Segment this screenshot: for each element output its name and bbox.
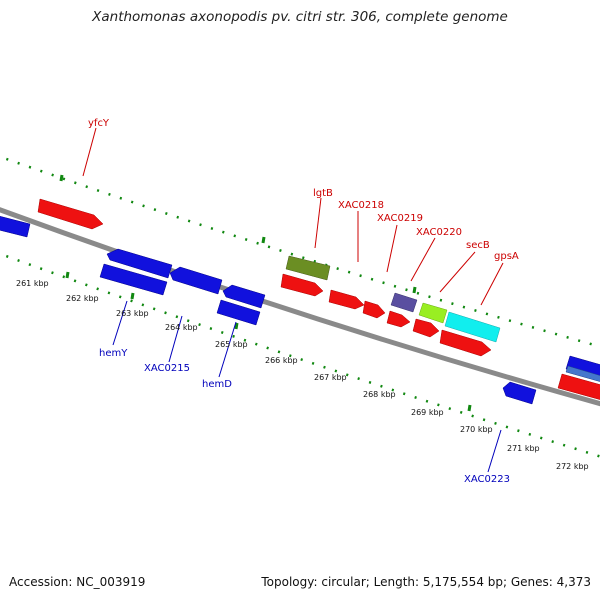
label-XAC0218[interactable]: XAC0218 [338, 200, 384, 211]
label-XAC0219[interactable]: XAC0219 [377, 213, 423, 224]
gene-steel-right[interactable] [565, 365, 600, 383]
scale-269: 269 kbp [411, 408, 444, 417]
gene-secB[interactable] [412, 318, 440, 338]
forward-strand-genes [37, 198, 600, 401]
label-XAC0215[interactable]: XAC0215 [144, 363, 190, 374]
label-lgtB[interactable]: lgtB [313, 188, 333, 199]
genome-backbone [0, 207, 600, 407]
label-hemY[interactable]: hemY [99, 348, 128, 359]
gene-hemY[interactable] [99, 263, 168, 296]
genome-stats-text: Topology: circular; Length: 5,175,554 bp… [261, 575, 591, 589]
gene-lgtB[interactable] [285, 255, 331, 281]
gene-XAC0215[interactable] [169, 266, 223, 295]
forward-gene-labels: yfcY lgtB XAC0218 XAC0219 XAC0220 secB g… [88, 118, 519, 262]
gene-XAC0218[interactable] [328, 289, 365, 310]
label-secB[interactable]: secB [466, 240, 490, 251]
inner-tick-ring [0, 252, 600, 458]
reverse-strand-genes [0, 215, 600, 405]
scale-266: 266 kbp [265, 356, 298, 365]
gene-red-d[interactable] [557, 373, 600, 401]
scale-267: 267 kbp [314, 373, 347, 382]
gene-red-b[interactable] [362, 300, 386, 319]
forward-leaders [82, 127, 504, 306]
scale-272: 272 kbp [556, 462, 589, 471]
reverse-leaders [112, 300, 502, 473]
scale-labels: 261 kbp 262 kbp 263 kbp 264 kbp 265 kbp … [16, 279, 589, 471]
accession-text: Accession: NC_003919 [9, 575, 146, 589]
gene-yfcY[interactable] [37, 198, 104, 230]
gene-blue-left[interactable] [0, 215, 31, 238]
scale-270: 270 kbp [460, 425, 493, 434]
label-XAC0220[interactable]: XAC0220 [416, 227, 462, 238]
scale-268: 268 kbp [363, 390, 396, 399]
scale-264: 264 kbp [165, 323, 198, 332]
gene-XAC0220[interactable] [390, 292, 418, 313]
gene-XAC0223[interactable] [502, 381, 537, 405]
gene-hemY-upper[interactable] [106, 248, 173, 279]
scale-271: 271 kbp [507, 444, 540, 453]
label-hemD[interactable]: hemD [202, 379, 232, 390]
gene-XAC0219[interactable] [386, 310, 411, 328]
gene-hemD[interactable] [222, 284, 266, 309]
scale-265: 265 kbp [215, 340, 248, 349]
label-XAC0223[interactable]: XAC0223 [464, 474, 510, 485]
gene-red-a[interactable] [280, 273, 324, 297]
gene-blue-mid[interactable] [216, 299, 261, 326]
gene-gpsA[interactable] [444, 311, 501, 343]
gene-lime[interactable] [418, 302, 448, 324]
reverse-gene-labels: hemY XAC0215 hemD XAC0223 [99, 348, 510, 485]
map-title: Xanthomonas axonopodis pv. citri str. 30… [92, 9, 508, 25]
gene-red-c[interactable] [439, 329, 492, 357]
scale-263: 263 kbp [116, 309, 149, 318]
label-gpsA[interactable]: gpsA [494, 251, 519, 262]
scale-262: 262 kbp [66, 294, 99, 303]
major-ticks [59, 174, 472, 412]
label-yfcY[interactable]: yfcY [88, 118, 110, 129]
scale-261: 261 kbp [16, 279, 49, 288]
